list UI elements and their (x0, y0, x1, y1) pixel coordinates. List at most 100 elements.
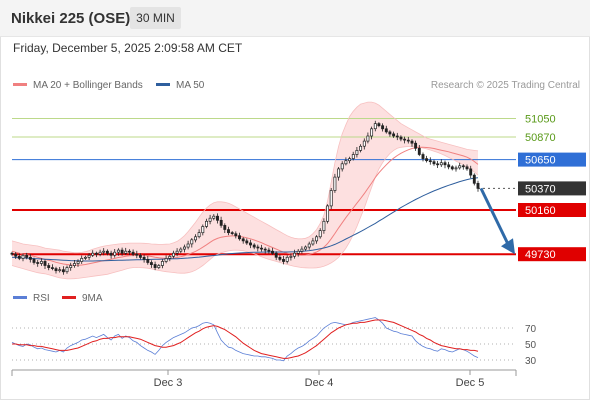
candle-body (172, 252, 175, 257)
candle-body (289, 255, 293, 258)
candle-body (465, 166, 469, 170)
candle-body (359, 145, 363, 151)
candle (190, 238, 194, 248)
candle-body (476, 182, 480, 189)
level-text-49730: 49730 (525, 249, 556, 261)
candle (205, 218, 208, 229)
candle-body (113, 251, 117, 256)
level-label-50870: 50870 (525, 132, 556, 144)
candle (227, 226, 230, 236)
candle (186, 240, 190, 250)
candle (370, 126, 374, 140)
candle-body (315, 236, 319, 242)
candle-body (443, 162, 447, 166)
price-panel: 51050 50870 50650 50370 50160 49730 (10, 101, 586, 280)
candle (54, 266, 58, 274)
candle-body (50, 267, 54, 269)
candle-body (175, 250, 179, 254)
candle-body (439, 162, 443, 166)
candle-body (395, 135, 399, 138)
candle-body (153, 264, 157, 268)
candle (260, 244, 263, 252)
candle (160, 259, 164, 269)
candle-body (223, 225, 227, 230)
candle-body (190, 239, 194, 245)
level-label-50160: 50160 (518, 203, 586, 217)
candle (355, 147, 359, 158)
candle-body (91, 252, 95, 256)
candle (274, 251, 278, 261)
candle-body (399, 136, 403, 140)
candle (28, 254, 32, 263)
timeframe-button[interactable]: 30 MIN (130, 7, 181, 29)
candle-body (179, 248, 183, 252)
candle (91, 250, 95, 257)
candle-body (43, 261, 47, 266)
candle (476, 180, 480, 192)
candle (388, 130, 392, 137)
rsi-line (11, 317, 479, 362)
candle-body (227, 229, 230, 234)
candle (377, 122, 381, 128)
candle-body (410, 140, 414, 144)
level-label-51050: 51050 (525, 114, 556, 126)
level-text-51050: 51050 (525, 114, 556, 126)
level-text-50370: 50370 (525, 183, 556, 195)
candle (472, 173, 476, 186)
candle-body (58, 269, 62, 272)
candle (329, 188, 333, 210)
candle-body (116, 249, 120, 253)
rsi-tick-30: 30 (525, 356, 537, 367)
candle-body (425, 158, 429, 162)
candle-body (32, 259, 36, 263)
candle (315, 235, 319, 244)
level-label-50650: 50650 (518, 152, 586, 167)
candle-body (80, 258, 84, 262)
candle (179, 247, 183, 254)
projection-arrow-shaft (479, 187, 512, 249)
candle (465, 164, 469, 171)
candle-body (260, 247, 263, 250)
level-tag-49730 (518, 247, 586, 262)
level-text-50870: 50870 (525, 132, 556, 144)
candle-body (271, 250, 274, 254)
candle (384, 125, 388, 134)
projection-arrow-head (501, 238, 515, 255)
candle-body (234, 233, 238, 237)
candle (403, 136, 407, 144)
ma20-line (11, 146, 479, 266)
candle-body (340, 163, 344, 170)
candle (194, 234, 197, 243)
candle (439, 159, 443, 167)
candle-body (149, 262, 153, 265)
ma50-swatch (156, 82, 170, 86)
candle-body (164, 258, 168, 262)
candle (337, 167, 341, 181)
candle (21, 253, 25, 262)
candle (105, 249, 109, 256)
instrument-title: Nikkei 225 (OSE) (11, 10, 131, 27)
time-axis: Dec 3 Dec 4 Dec 5 (11, 369, 517, 389)
candle-body (25, 254, 29, 258)
candle (300, 246, 304, 254)
bb-lower-line (11, 146, 479, 280)
candle (263, 247, 267, 254)
candle (142, 254, 146, 263)
candle-body (65, 267, 69, 273)
candle-body (436, 163, 440, 166)
candle-body (76, 261, 80, 264)
bb-upper-line (11, 101, 479, 254)
candle-body (241, 238, 245, 242)
candle-body (17, 255, 21, 259)
ma50-line (11, 177, 479, 262)
candle-body (355, 150, 359, 155)
candle-body (392, 133, 396, 137)
candle (80, 255, 84, 264)
candle-body (249, 242, 252, 246)
candle (373, 120, 377, 132)
candle-body (245, 240, 249, 244)
candle-body (274, 252, 278, 258)
candle-body (406, 139, 410, 142)
candle (175, 248, 179, 257)
